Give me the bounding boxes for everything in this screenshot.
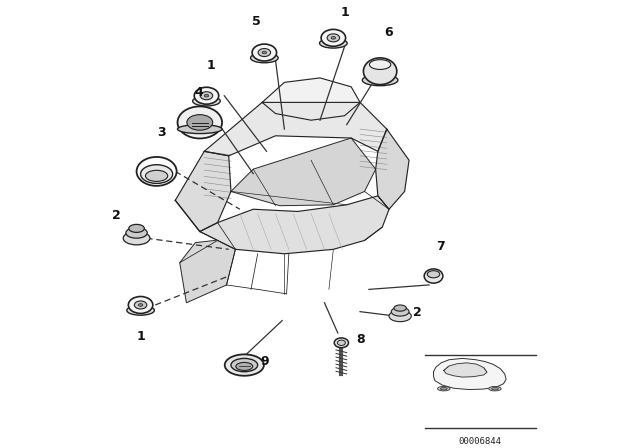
Polygon shape — [376, 129, 409, 209]
Ellipse shape — [262, 51, 267, 54]
Text: 1: 1 — [207, 60, 215, 73]
Ellipse shape — [129, 297, 153, 314]
Ellipse shape — [193, 96, 220, 106]
Text: 5: 5 — [252, 15, 261, 28]
Ellipse shape — [145, 170, 168, 181]
Ellipse shape — [362, 74, 398, 86]
Ellipse shape — [321, 30, 346, 46]
Ellipse shape — [428, 271, 440, 278]
Ellipse shape — [177, 107, 222, 138]
Text: 3: 3 — [157, 126, 165, 139]
Ellipse shape — [331, 36, 335, 39]
Ellipse shape — [129, 224, 145, 233]
Ellipse shape — [231, 358, 258, 372]
Ellipse shape — [258, 48, 271, 56]
Ellipse shape — [489, 387, 501, 391]
Text: 7: 7 — [436, 240, 445, 253]
Text: 2: 2 — [112, 208, 120, 222]
Ellipse shape — [492, 388, 499, 390]
Polygon shape — [204, 103, 387, 156]
Ellipse shape — [319, 38, 347, 48]
Ellipse shape — [204, 95, 209, 97]
Ellipse shape — [438, 387, 450, 391]
Text: 00006844: 00006844 — [459, 437, 502, 446]
Polygon shape — [231, 138, 376, 206]
Ellipse shape — [369, 60, 391, 69]
Text: 2: 2 — [413, 306, 421, 319]
Text: 8: 8 — [356, 333, 365, 346]
Ellipse shape — [334, 338, 349, 348]
Ellipse shape — [440, 388, 447, 390]
Ellipse shape — [394, 305, 406, 311]
Polygon shape — [262, 78, 360, 120]
Polygon shape — [175, 151, 231, 232]
Ellipse shape — [177, 125, 222, 134]
Ellipse shape — [187, 115, 212, 130]
Text: 6: 6 — [384, 26, 392, 39]
Text: 1: 1 — [136, 330, 145, 343]
Ellipse shape — [194, 87, 219, 104]
Ellipse shape — [126, 228, 147, 238]
Ellipse shape — [200, 92, 212, 100]
Ellipse shape — [127, 306, 154, 315]
Ellipse shape — [134, 301, 147, 309]
Ellipse shape — [252, 44, 276, 61]
Ellipse shape — [225, 354, 264, 376]
Text: 4: 4 — [195, 86, 204, 99]
Ellipse shape — [364, 58, 397, 85]
Ellipse shape — [424, 269, 443, 283]
Ellipse shape — [389, 310, 412, 322]
Ellipse shape — [236, 362, 253, 370]
Ellipse shape — [141, 165, 173, 183]
Polygon shape — [433, 358, 506, 390]
Ellipse shape — [337, 340, 346, 345]
Ellipse shape — [391, 307, 409, 316]
Polygon shape — [175, 196, 389, 254]
Ellipse shape — [124, 232, 150, 245]
Ellipse shape — [136, 157, 177, 186]
Polygon shape — [180, 241, 236, 303]
Ellipse shape — [327, 34, 340, 42]
Text: 1: 1 — [340, 6, 349, 19]
Polygon shape — [444, 363, 487, 377]
Ellipse shape — [138, 304, 143, 306]
Text: 9: 9 — [260, 355, 269, 368]
Ellipse shape — [250, 53, 278, 63]
